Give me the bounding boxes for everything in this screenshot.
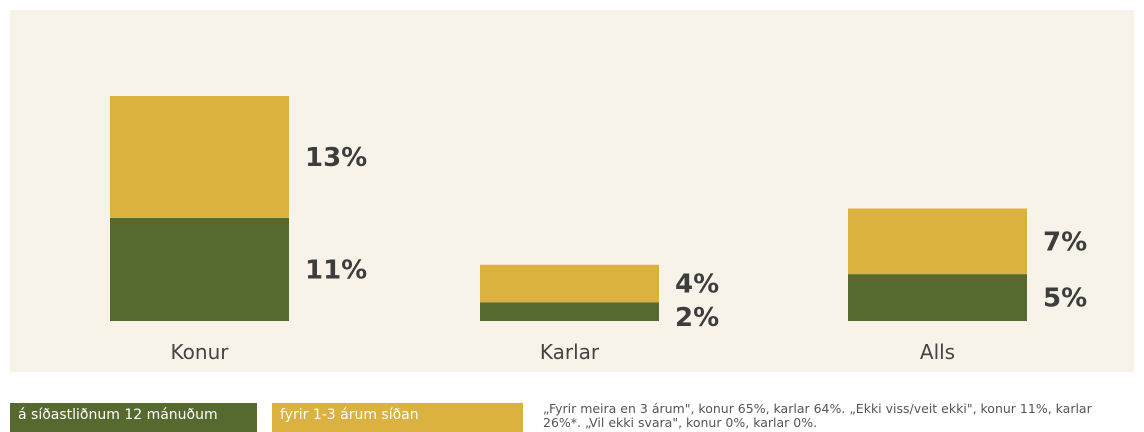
- value-label: 11%: [305, 255, 367, 285]
- bar: [480, 264, 659, 303]
- chart: 11% 13% Konur 2%4% Karlar 5% 7% Alls: [10, 10, 1134, 372]
- bar: [110, 96, 289, 218]
- x-tick-label: Alls: [920, 340, 955, 364]
- value-label: 2%: [675, 303, 719, 333]
- value-label: 4%: [675, 270, 719, 300]
- x-tick-label: Konur: [171, 340, 230, 364]
- value-label: 5%: [1043, 284, 1087, 314]
- legend-item: fyrir 1-3 árum síðan: [272, 403, 523, 432]
- bar: [848, 208, 1027, 275]
- value-label: 7%: [1043, 227, 1087, 257]
- value-label: 13%: [305, 143, 367, 173]
- bar: [110, 217, 289, 321]
- footnote: „Fyrir meira en 3 árum", konur 65%, karl…: [543, 401, 1092, 430]
- bar: [480, 302, 659, 321]
- x-tick-label: Karlar: [540, 340, 600, 364]
- legend-item: á síðastliðnum 12 mánuðum: [10, 403, 257, 432]
- bar: [848, 274, 1027, 321]
